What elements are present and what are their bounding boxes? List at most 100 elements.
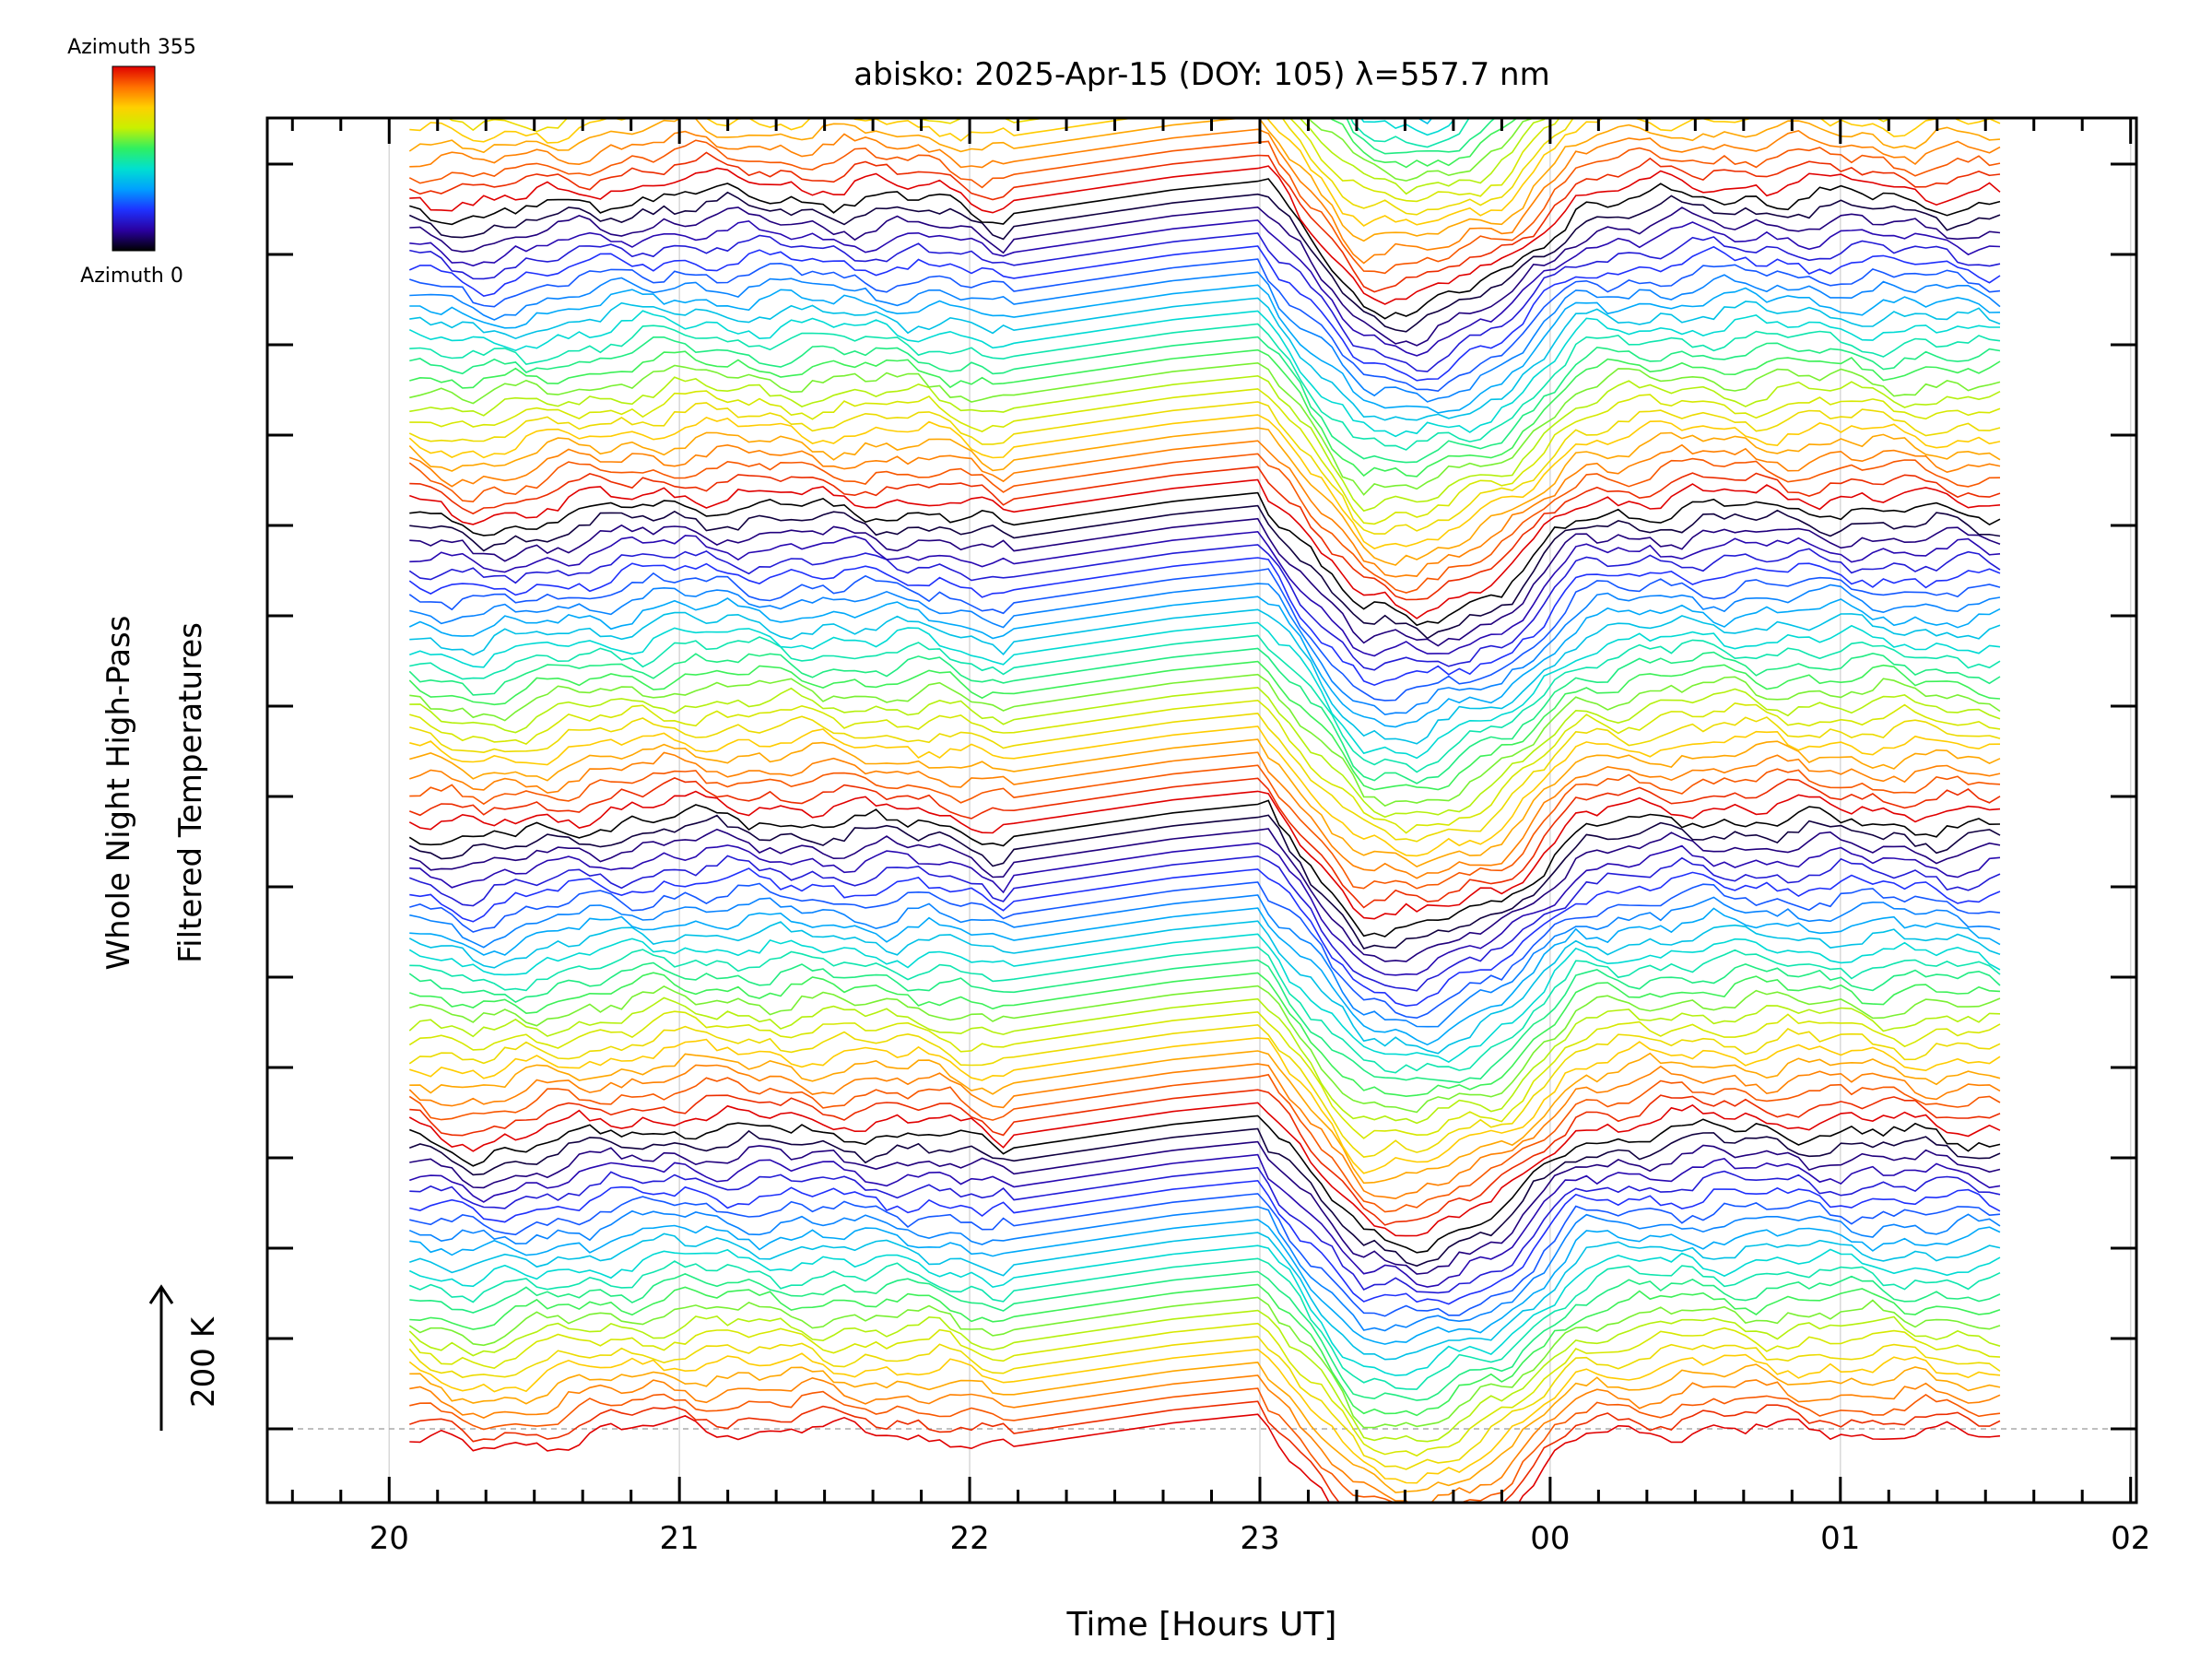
y-axis-label-line2: Filtered Temperatures [172, 622, 209, 963]
series-line [409, 1037, 2001, 1174]
series-line [409, 0, 2000, 10]
series-line [409, 206, 2001, 347]
series-line [409, 1387, 2001, 1503]
series-line [409, 907, 2001, 1046]
series-line [409, 855, 2001, 992]
series-line [408, 799, 2001, 938]
scale-label: 200 K [185, 1315, 222, 1408]
series-line [409, 0, 2000, 20]
series-line [409, 1413, 2001, 1503]
series-line [409, 1166, 2001, 1294]
series-line [409, 621, 2001, 760]
series-line [408, 310, 2000, 438]
series-line [409, 1374, 2001, 1503]
x-tick-label: 21 [660, 1520, 700, 1557]
series-line [409, 284, 2001, 414]
series-line [408, 453, 2001, 594]
series-line [409, 128, 2001, 265]
series-line [1288, 118, 1561, 203]
series-line [409, 517, 2001, 647]
series-line [409, 867, 2001, 1008]
series-line [409, 1127, 2001, 1268]
x-tick-label: 00 [1530, 1520, 1570, 1557]
series-line [409, 388, 2001, 525]
x-tick-label: 01 [1820, 1520, 1860, 1557]
series-line [408, 1244, 2001, 1376]
series-line [409, 1219, 2001, 1345]
series-line [409, 1153, 2001, 1288]
series-line [409, 1089, 2001, 1226]
series-line [408, 790, 2001, 920]
series-line [409, 530, 2001, 657]
series-line [409, 777, 2001, 909]
series-line [409, 0, 2000, 39]
series-line [409, 972, 2001, 1098]
series-line [409, 165, 2001, 305]
series-line [409, 828, 2001, 962]
series-line [409, 1400, 2001, 1503]
series-line [409, 686, 2001, 819]
series-line [409, 0, 2000, 55]
series-line [408, 997, 2001, 1125]
colorbar-top-label: Azimuth 355 [67, 36, 196, 59]
series-line [408, 191, 2001, 333]
series-line [409, 1232, 2001, 1361]
series-line [408, 414, 2001, 549]
series-line [409, 713, 2001, 843]
series-line [409, 634, 2001, 773]
series-line [408, 401, 2001, 535]
series-line [408, 151, 2001, 293]
series-line [409, 323, 2001, 451]
series-line [409, 583, 2001, 716]
series-line [409, 881, 2001, 1020]
series-line [408, 118, 2001, 242]
series-line [409, 985, 2001, 1114]
series-line [409, 1140, 2001, 1275]
x-tick-label: 02 [2111, 1520, 2150, 1557]
series-line [408, 1063, 2001, 1200]
x-tick-label: 23 [1240, 1520, 1279, 1557]
series-line [408, 245, 2001, 382]
series-line [409, 699, 2001, 834]
series-line [408, 1073, 2001, 1213]
series-line [409, 1115, 2001, 1254]
series-line [409, 361, 2001, 496]
x-ticks: 20 21 22 23 00 01 02 [290, 118, 2150, 1557]
x-tick-label: 22 [949, 1520, 989, 1557]
series-line [409, 1270, 2001, 1401]
series-line [409, 894, 2001, 1028]
series-line [408, 647, 2001, 784]
series-line [408, 1322, 2001, 1457]
series-line [409, 608, 2001, 745]
y-axis-label-line1: Whole Night High-Pass [100, 616, 137, 971]
series-line [409, 1283, 2001, 1417]
series-line [409, 1362, 2001, 1493]
series-line [409, 440, 2001, 578]
series-line [408, 660, 2001, 791]
series-line [409, 1193, 2001, 1317]
series-line [408, 814, 2001, 949]
series-line [409, 178, 2001, 320]
series-line [409, 118, 2001, 227]
series-line [409, 478, 2001, 619]
series-line [408, 1296, 2001, 1429]
series-group [408, 0, 2001, 1503]
series-line [408, 427, 2001, 566]
series-line [409, 738, 2001, 868]
series-line [409, 1050, 2001, 1185]
series-line [409, 466, 2001, 601]
colorbar-bottom-label: Azimuth 0 [80, 265, 183, 288]
series-line [408, 596, 2001, 728]
series-line [408, 959, 2001, 1084]
series-line [408, 1348, 2001, 1484]
series-line [409, 271, 2001, 403]
series-line [408, 1206, 2001, 1332]
series-line [409, 374, 2001, 513]
series-line [408, 1335, 2001, 1470]
series-line [409, 348, 2001, 478]
series-line [409, 751, 2001, 879]
chart-title: abisko: 2025-Apr-15 (DOY: 105) λ=557.7 n… [853, 56, 1549, 93]
series-line [409, 725, 2001, 857]
